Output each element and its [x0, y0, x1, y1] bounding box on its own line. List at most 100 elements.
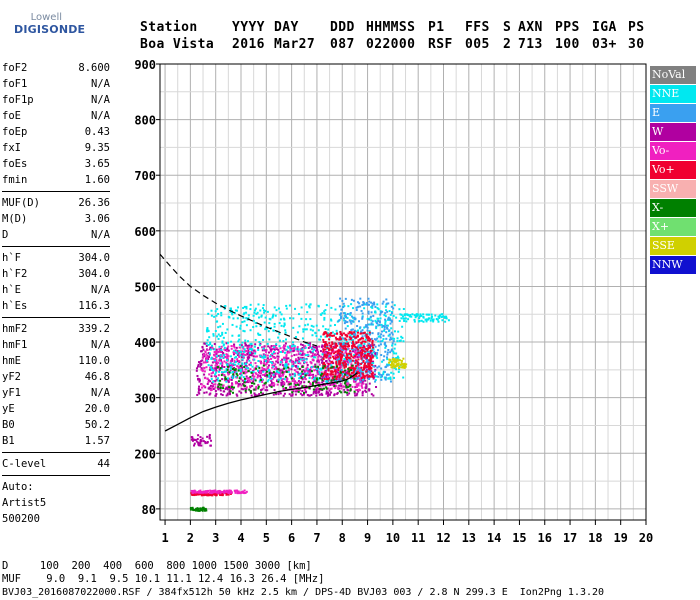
- trace-point: [393, 358, 396, 361]
- trace-point: [394, 361, 397, 364]
- trace-point: [318, 389, 321, 392]
- trace-point: [358, 327, 361, 330]
- trace-point: [357, 358, 360, 361]
- legend-item-x-: X+: [650, 218, 696, 236]
- trace-point: [335, 360, 338, 363]
- trace-point: [313, 348, 316, 351]
- trace-point: [384, 319, 387, 322]
- trace-point: [256, 311, 259, 314]
- param-value: 0.43: [84, 126, 110, 138]
- trace-point: [301, 346, 304, 349]
- trace-point: [292, 388, 295, 391]
- trace-point: [322, 380, 325, 383]
- trace-point: [331, 377, 334, 380]
- trace-point: [369, 366, 372, 369]
- trace-point: [258, 380, 261, 383]
- trace-point: [269, 346, 272, 349]
- y-tick-label: 300: [134, 392, 156, 406]
- trace-point: [197, 387, 200, 390]
- trace-point: [345, 348, 348, 351]
- trace-point: [336, 377, 339, 380]
- trace-point: [398, 339, 401, 342]
- trace-point: [244, 368, 247, 371]
- trace-point: [299, 358, 302, 361]
- trace-point: [282, 394, 285, 397]
- trace-point: [330, 346, 333, 349]
- trace-point: [276, 367, 279, 370]
- trace-point: [226, 388, 229, 391]
- x-tick-label: 13: [462, 531, 476, 545]
- trace-point: [368, 360, 371, 363]
- trace-point: [373, 350, 376, 353]
- trace-point: [395, 316, 398, 319]
- trace-point: [364, 334, 367, 337]
- trace-point: [274, 363, 277, 366]
- trace-point: [256, 376, 259, 379]
- trace-point: [277, 307, 280, 310]
- trace-point: [202, 361, 205, 364]
- trace-point: [340, 369, 343, 372]
- trace-point: [237, 491, 240, 494]
- trace-point: [282, 356, 285, 359]
- trace-point: [201, 356, 204, 359]
- trace-point: [375, 386, 378, 389]
- trace-point: [322, 357, 325, 360]
- trace-point: [356, 384, 359, 387]
- trace-point: [298, 358, 301, 361]
- trace-point: [223, 360, 226, 363]
- trace-point: [377, 340, 380, 343]
- trace-point: [349, 357, 352, 360]
- trace-point: [344, 337, 347, 340]
- trace-point: [388, 333, 391, 336]
- trace-point: [246, 367, 249, 370]
- trace-point: [355, 375, 358, 378]
- trace-point: [262, 346, 265, 349]
- trace-point: [247, 351, 250, 354]
- trace-point: [292, 317, 295, 320]
- trace-point: [378, 320, 381, 323]
- trace-point: [402, 376, 405, 379]
- trace-point: [211, 344, 214, 347]
- trace-points: [189, 297, 450, 512]
- trace-point: [321, 379, 324, 382]
- trace-point: [252, 380, 255, 383]
- trace-point: [207, 379, 210, 382]
- trace-point: [245, 349, 248, 352]
- trace-point: [270, 350, 273, 353]
- trace-point: [262, 373, 265, 376]
- trace-point: [271, 378, 274, 381]
- x-tick-label: 19: [613, 531, 627, 545]
- trace-point: [238, 366, 241, 369]
- trace-point: [343, 304, 346, 307]
- trace-point: [352, 367, 355, 370]
- trace-point: [212, 369, 215, 372]
- trace-point: [259, 342, 262, 345]
- trace-point: [346, 381, 349, 384]
- trace-point: [226, 328, 229, 331]
- trace-point: [397, 356, 400, 359]
- trace-point: [250, 352, 253, 355]
- trace-point: [257, 384, 260, 387]
- trace-point: [234, 381, 237, 384]
- trace-point: [424, 318, 427, 321]
- trace-point: [217, 361, 220, 364]
- trace-point: [201, 345, 204, 348]
- trace-point: [291, 377, 294, 380]
- trace-point: [362, 344, 365, 347]
- param-value: 46.8: [84, 371, 110, 383]
- trace-point: [204, 509, 207, 512]
- trace-point: [233, 349, 236, 352]
- trace-point: [275, 347, 278, 350]
- trace-point: [262, 387, 265, 390]
- trace-point: [340, 312, 343, 315]
- trace-point: [311, 345, 314, 348]
- trace-point: [310, 324, 313, 327]
- trace-point: [384, 350, 387, 353]
- trace-point: [282, 388, 285, 391]
- trace-point: [264, 360, 267, 363]
- trace-point: [383, 329, 386, 332]
- trace-point: [255, 367, 258, 370]
- trace-point: [304, 354, 307, 357]
- trace-point: [219, 362, 222, 365]
- logo-digisonde-text: DIGISONDE: [14, 23, 86, 36]
